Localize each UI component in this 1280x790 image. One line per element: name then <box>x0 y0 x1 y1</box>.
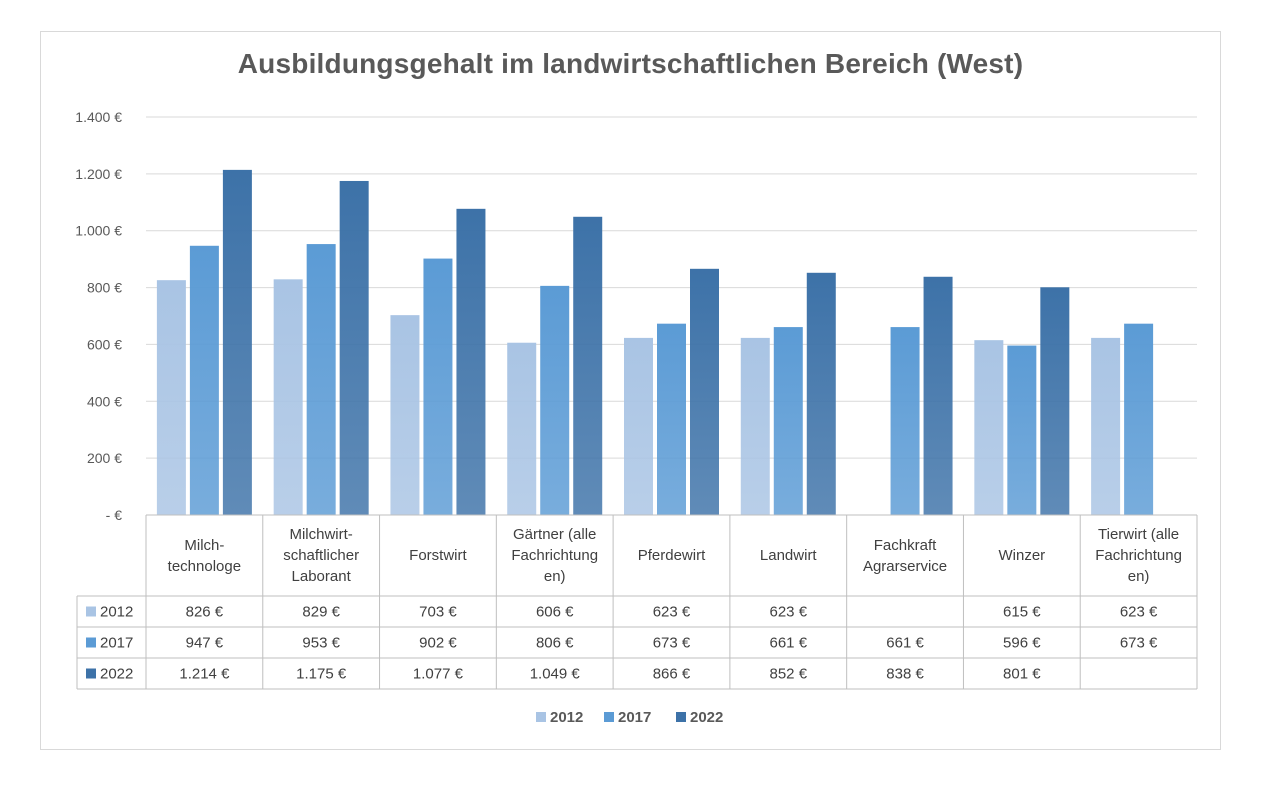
category-cell: Tierwirt (alle Fachrichtung en) <box>1095 526 1182 585</box>
category-label: Tierwirt (alle Fachrichtung en) <box>1095 526 1182 585</box>
y-tick-label: 400 € <box>87 393 122 409</box>
data-label: 947 € <box>186 635 224 652</box>
category-cell: Winzer <box>998 547 1046 564</box>
y-tick-label: 800 € <box>87 280 122 296</box>
bar-2012-7 <box>974 340 1004 515</box>
data-label: 852 € <box>770 666 808 683</box>
category-label: Fachkraft Agrarservice <box>862 536 948 575</box>
data-label: 623 € <box>770 604 808 621</box>
bar-2017-4 <box>657 323 686 515</box>
y-tick-label: 1.400 € <box>75 109 122 125</box>
bar-2012-1 <box>273 279 303 515</box>
bar-2012-0 <box>156 280 186 515</box>
chart-title: Ausbildungsgehalt im landwirtschaftliche… <box>237 48 1024 79</box>
data-label: 1.049 € <box>530 666 581 683</box>
series-name: 2022 <box>100 666 133 683</box>
y-tick-label: 1.200 € <box>75 166 122 182</box>
legend-label: 2012 <box>550 709 583 726</box>
data-label: 661 € <box>770 635 808 652</box>
bar-2017-5 <box>773 327 803 515</box>
data-label: 806 € <box>536 635 574 652</box>
category-label: Forstwirt <box>409 547 467 564</box>
bar-2022-3 <box>573 216 603 515</box>
bar-2017-8 <box>1124 323 1154 515</box>
bar-2012-8 <box>1091 337 1121 515</box>
category-label: Winzer <box>998 547 1046 564</box>
bar-2017-2 <box>423 258 453 515</box>
data-label: 801 € <box>1003 666 1041 683</box>
data-label: 596 € <box>1003 635 1041 652</box>
bar-2012-4 <box>624 337 653 515</box>
data-label: 838 € <box>886 666 924 683</box>
bar-2012-2 <box>390 315 420 515</box>
bar-2017-6 <box>890 327 920 515</box>
bar-2022-5 <box>806 272 836 515</box>
data-label: 902 € <box>419 635 457 652</box>
data-label: 953 € <box>302 635 340 652</box>
legend-swatch-2017 <box>604 712 614 722</box>
category-label: Pferdewirt <box>637 547 706 564</box>
legend-key-2017 <box>86 637 96 648</box>
category-cell: Milch- technologe <box>167 536 242 575</box>
bar-2017-1 <box>306 244 336 515</box>
data-label: 866 € <box>653 666 691 683</box>
legend-key-2022 <box>86 668 96 679</box>
legend-swatch-2022 <box>676 712 686 722</box>
data-label: 1.214 € <box>179 666 230 683</box>
data-label: 673 € <box>653 635 691 652</box>
category-label: Landwirt <box>759 547 817 564</box>
data-label: 1.077 € <box>413 666 464 683</box>
data-label: 703 € <box>419 604 457 621</box>
data-label: 829 € <box>302 604 340 621</box>
series-name: 2017 <box>100 635 133 652</box>
series-name: 2012 <box>100 604 133 621</box>
data-label: 606 € <box>536 604 574 621</box>
legend-key-2012 <box>86 606 96 617</box>
bar-2012-5 <box>740 337 770 515</box>
legend-label: 2022 <box>690 709 723 726</box>
category-cell: Milchwirt- schaftlicher Laborant <box>283 526 360 585</box>
category-label: Milch- technologe <box>167 536 242 575</box>
category-cell: Fachkraft Agrarservice <box>862 536 948 575</box>
bar-2022-7 <box>1040 287 1070 515</box>
bar-2022-6 <box>923 276 953 515</box>
y-tick-label: 1.000 € <box>75 223 122 239</box>
category-label: Gärtner (alle Fachrichtung en) <box>511 526 599 585</box>
category-cell: Pferdewirt <box>637 547 706 564</box>
data-label: 615 € <box>1003 604 1041 621</box>
bar-2017-3 <box>540 285 570 515</box>
bar-2017-0 <box>189 245 219 515</box>
data-label: 673 € <box>1120 635 1158 652</box>
data-label: 826 € <box>186 604 224 621</box>
category-label: Milchwirt- schaftlicher Laborant <box>283 526 360 585</box>
y-tick-label: - € <box>106 507 123 523</box>
bar-2022-2 <box>456 208 486 515</box>
bar-2022-1 <box>339 180 369 515</box>
category-cell: Landwirt <box>759 547 817 564</box>
category-cell: Forstwirt <box>409 547 467 564</box>
data-label: 661 € <box>886 635 924 652</box>
data-label: 1.175 € <box>296 666 347 683</box>
bar-2017-7 <box>1007 345 1037 515</box>
y-tick-label: 200 € <box>87 450 122 466</box>
bar-2012-3 <box>507 342 537 515</box>
category-cell: Gärtner (alle Fachrichtung en) <box>511 526 599 585</box>
bar-2022-0 <box>222 169 252 515</box>
legend-swatch-2012 <box>536 712 546 722</box>
bar-2022-4 <box>690 268 719 515</box>
legend-label: 2017 <box>618 709 651 726</box>
data-label: 623 € <box>1120 604 1158 621</box>
y-tick-label: 600 € <box>87 336 122 352</box>
data-label: 623 € <box>653 604 691 621</box>
